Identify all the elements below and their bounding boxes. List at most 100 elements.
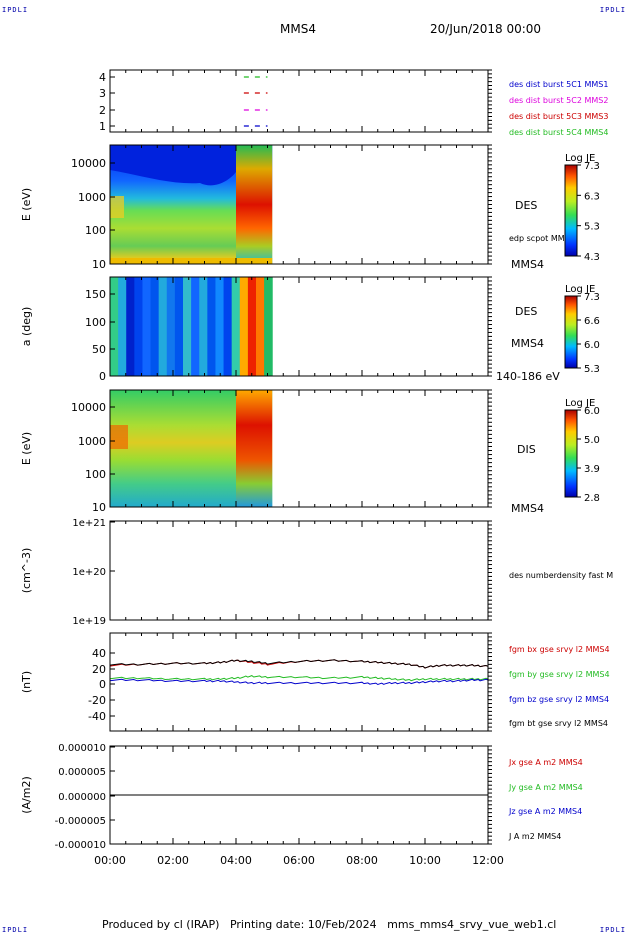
- time-tick-label: 08:00: [346, 854, 378, 867]
- y-tick-label: 10: [92, 258, 106, 271]
- pitch-angle-column: [223, 277, 233, 376]
- y-axis-label: (nT): [20, 671, 33, 693]
- legend-entry: des dist burst 5C3 MMS3: [509, 112, 608, 121]
- dis-energy-hot-band: [236, 390, 273, 507]
- y-tick-label: 1: [99, 120, 106, 133]
- legend-entry: des dist burst 5C2 MMS2: [509, 96, 608, 105]
- pitch-angle-column: [158, 277, 168, 376]
- footer-credit: Produced by cl (IRAP) Printing date: 10/…: [102, 918, 557, 931]
- colorbar-tick-label: 3.9: [584, 464, 600, 475]
- colorbar: [564, 295, 578, 369]
- pitch-angle-column: [191, 277, 200, 376]
- panel-frame: [109, 632, 489, 732]
- legend-entry: des dist burst 5C1 MMS1: [509, 80, 608, 89]
- y-tick-label: 40: [92, 647, 106, 660]
- y-tick-label: 10000: [71, 401, 106, 414]
- pitch-angle-column: [134, 277, 143, 376]
- y-tick-label: 4: [99, 71, 106, 84]
- pitch-angle-column: [247, 277, 257, 376]
- y-tick-label: 10000: [71, 157, 106, 170]
- y-tick-label: 1e+19: [72, 616, 106, 627]
- y-tick-label: 1e+21: [72, 518, 106, 529]
- colorbar-tick-label: 5.0: [584, 435, 600, 446]
- legend-entry: des numberdensity fast M: [509, 571, 613, 580]
- y-axis-label: E (eV): [20, 188, 33, 221]
- legend-entry: J A m2 MMS4: [508, 832, 561, 841]
- time-tick-label: 02:00: [157, 854, 189, 867]
- y-axis-label: E (eV): [20, 432, 33, 465]
- colorbar-tick-label: 6.0: [584, 340, 600, 351]
- des-energy-hot-band: [236, 145, 273, 264]
- y-tick-label: 3: [99, 87, 106, 100]
- legend-entry: des dist burst 5C4 MMS4: [509, 128, 608, 137]
- y-axis-label: (A/m2): [20, 776, 33, 814]
- y-tick-label: -0.000005: [55, 816, 106, 827]
- corner-tag-bottom-right: IPDLI: [599, 926, 626, 934]
- pitch-angle-column: [256, 277, 265, 376]
- y-tick-label: 1000: [78, 435, 106, 448]
- pitch-angle-column: [215, 277, 225, 376]
- legend-entry: Jz gse A m2 MMS4: [508, 807, 582, 816]
- pitch-angle-column: [166, 277, 176, 376]
- panel-frame: [109, 520, 489, 621]
- dis-energy-bottom-label: MMS4: [511, 502, 544, 515]
- pitch-angle-column: [174, 277, 184, 376]
- des-energy-sublabel: edp scpot MMS4: [509, 234, 575, 243]
- colorbar: [564, 409, 578, 498]
- legend-entry: fgm bx gse srvy l2 MMS4: [509, 645, 610, 654]
- y-tick-label: 100: [85, 224, 106, 237]
- corner-tag-bottom-left: IPDLI: [2, 926, 29, 934]
- corner-tag-top-right: IPDLI: [599, 6, 626, 14]
- pitch-angle-column: [231, 277, 241, 376]
- legend-entry: Jy gse A m2 MMS4: [508, 783, 583, 792]
- pitch-angle-column: [150, 277, 160, 376]
- y-tick-label: 100: [85, 316, 106, 329]
- y-axis-label: (cm^-3): [20, 548, 33, 594]
- colorbar-title: Log JE: [565, 284, 595, 295]
- pitch-angle-column: [126, 277, 135, 376]
- y-tick-label: 10: [92, 501, 106, 514]
- time-tick-label: 06:00: [283, 854, 315, 867]
- legend-entry: fgm bz gse srvy l2 MMS4: [509, 695, 609, 704]
- fgm-series-bz: [109, 678, 489, 686]
- colorbar-title: Log JE: [565, 153, 595, 164]
- colorbar: [564, 164, 578, 257]
- colorbar-tick-label: 6.0: [584, 406, 600, 417]
- y-tick-label: -0.000010: [55, 840, 106, 851]
- y-tick-label: -40: [88, 710, 106, 723]
- colorbar-tick-label: 6.6: [584, 316, 600, 327]
- colorbar-tick-label: 5.3: [584, 222, 600, 233]
- colorbar-tick-label: 6.3: [584, 191, 600, 202]
- des-energy-floor: [110, 258, 273, 264]
- time-tick-label: 00:00: [94, 854, 126, 867]
- y-axis-label: a (deg): [20, 307, 33, 347]
- date-title: 20/Jun/2018 00:00: [430, 22, 542, 36]
- fgm-series-bt: [109, 659, 489, 669]
- des-energy-patch: [110, 196, 124, 218]
- y-tick-label: 50: [92, 343, 106, 356]
- y-tick-label: 1e+20: [72, 567, 106, 578]
- des-energy-label: DES: [515, 199, 537, 212]
- pitch-angle-column: [110, 277, 119, 376]
- spacecraft-title: MMS4: [280, 22, 316, 36]
- dis-energy-label: DIS: [517, 443, 536, 456]
- pitch-angle-column: [118, 277, 127, 376]
- y-tick-label: 150: [85, 288, 106, 301]
- y-tick-label: 0: [99, 678, 106, 691]
- pitch-angle-column: [239, 277, 249, 376]
- y-tick-label: 100: [85, 468, 106, 481]
- y-tick-label: 0.000010: [58, 743, 106, 754]
- panel-frame: [109, 69, 489, 133]
- pitch-angle-column: [183, 277, 192, 376]
- fgm-series-by: [109, 675, 489, 682]
- dis-energy-patch: [110, 425, 128, 449]
- des-pitch-sublabel: MMS4: [511, 337, 544, 350]
- colorbar-tick-label: 4.3: [584, 252, 600, 263]
- corner-tag-top-left: IPDLI: [2, 6, 29, 14]
- des-energy-bottom-label: MMS4: [511, 258, 544, 271]
- des-pitch-bottom-label: 140-186 eV: [496, 370, 560, 383]
- y-tick-label: 1000: [78, 191, 106, 204]
- legend-entry: fgm by gse srvy l2 MMS4: [509, 670, 610, 679]
- legend-entry: fgm bt gse srvy l2 MMS4: [509, 719, 608, 728]
